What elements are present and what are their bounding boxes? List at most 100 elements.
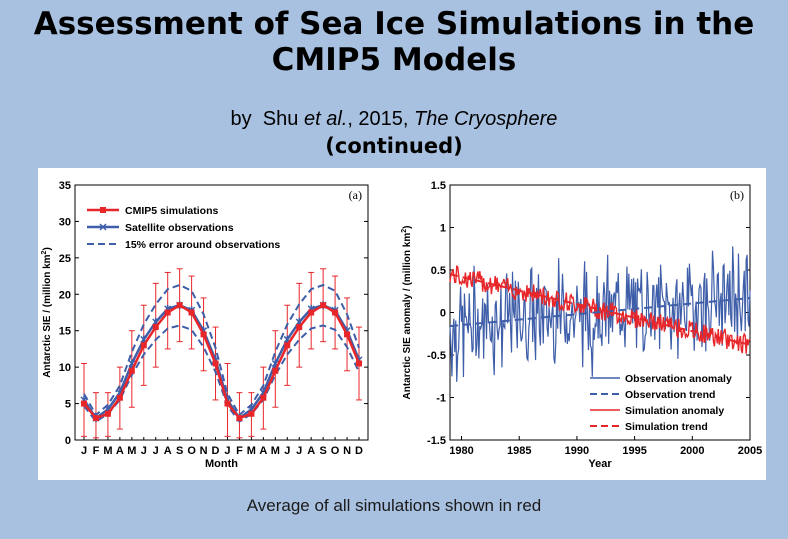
chart-a-sim-point (92, 415, 99, 422)
chart-a-obs-line (82, 303, 361, 420)
chart-b-panel-label: (b) (730, 188, 744, 202)
legend-b-label: Observation trend (625, 389, 715, 401)
chart-b-obs-trend-line (449, 297, 751, 328)
chart-a-xtick-label: A (307, 445, 315, 457)
chart-a-xtick-label: A (164, 445, 172, 457)
chart-a-sim-point (224, 400, 231, 407)
byline-prefix: by (230, 108, 252, 130)
chart-a-xtick-label: J (153, 445, 159, 457)
chart-a-xtick-label: O (331, 445, 340, 457)
chart-a-xtick-label: M (271, 445, 280, 457)
chart-a-xtick-label: A (259, 445, 267, 457)
chart-a-sim-point (236, 415, 243, 422)
chart-b-ytick-label: 0 (440, 308, 446, 320)
chart-a-ytick-label: 0 (65, 435, 71, 447)
continued-label: (continued) (325, 134, 463, 158)
chart-a-sim-point (320, 302, 327, 309)
chart-b-xlabel: Year (588, 458, 612, 470)
legend-a-label: CMIP5 simulations (125, 205, 219, 217)
figure-panel: 0 5 10 15 20 25 30 35 J F M A M J J A S O N D J F M A M J J A S O N D Mo… (38, 168, 766, 480)
chart-b-obs-anomaly-line (449, 246, 751, 382)
chart-a-xtick-label: O (187, 445, 196, 457)
chart-a-sim-point (260, 394, 267, 401)
chart-a-xtick-label: M (127, 445, 136, 457)
chart-a-sim-point (212, 360, 219, 367)
chart-a-ytick-label: 20 (59, 289, 71, 301)
byline-etal: et al. (303, 108, 348, 130)
chart-a-sim-point (188, 309, 195, 316)
chart-b-ytick-label: 0.5 (431, 265, 446, 277)
chart-a-xtick-label: J (224, 445, 230, 457)
chart-b-ytick-label: -0.5 (427, 350, 446, 362)
chart-a-xtick-label: M (103, 445, 112, 457)
chart-a-ytick-label: 10 (59, 362, 71, 374)
byline-year: , 2015, (347, 108, 415, 130)
chart-a-xtick-label: D (212, 445, 220, 457)
legend-a-label: 15% error around observations (125, 239, 280, 251)
chart-b-xtick-label: 1980 (449, 445, 473, 457)
chart-a-xtick-label: F (236, 445, 243, 457)
chart-b-xtick-label: 1995 (622, 445, 646, 457)
legend-b-label: Observation anomaly (625, 373, 732, 385)
chart-a-sim-point (284, 342, 291, 349)
chart-a-sim-point (81, 400, 87, 407)
byline-journal: The Cryosphere (414, 108, 558, 130)
chart-b-ytick-label: 1 (440, 223, 446, 235)
chart-a-xtick-label: M (247, 445, 256, 457)
chart-a-sim-point (116, 394, 123, 401)
chart-a-error-band-lower (83, 324, 360, 423)
chart-a-xtick-label: N (200, 445, 208, 457)
chart-a-xtick-label: J (284, 445, 290, 457)
chart-a-sim-point (248, 410, 255, 417)
chart-a-ylabel: Antarctic SIE / (million km2) (41, 247, 53, 378)
chart-a-sim-point (140, 342, 147, 349)
chart-a-sim-point (104, 410, 111, 417)
legend-a-sim-marker (100, 207, 106, 213)
chart-b-xtick-label: 2005 (738, 445, 762, 457)
chart-b-ytick-label: -1 (436, 393, 446, 405)
chart-a-ytick-label: 5 (65, 399, 71, 411)
chart-a-sim-point (200, 331, 207, 338)
legend-b-label: Simulation anomaly (625, 405, 724, 417)
chart-a-xlabel: Month (205, 458, 238, 470)
chart-a-xtick-label: N (343, 445, 351, 457)
legend-b-label: Simulation trend (625, 421, 708, 433)
chart-a-xtick-label: F (93, 445, 100, 457)
chart-a-frame (74, 184, 369, 441)
chart-b-ylabel: Antarctic SIE anomaly / (million km2) (401, 226, 413, 400)
chart-a-ytick-label: 35 (59, 180, 71, 192)
byline-author: Shu (262, 108, 299, 130)
chart-a-xtick-label: D (355, 445, 363, 457)
chart-b-ytick-label: -1.5 (427, 435, 446, 447)
chart-a-panel-label: (a) (349, 188, 362, 202)
chart-b-xtick-label: 1985 (507, 445, 531, 457)
chart-a-sim-point (332, 309, 339, 316)
page-title: Assessment of Sea Ice Simulations in the… (0, 6, 788, 78)
chart-a-sim-point (356, 360, 362, 367)
chart-b-xtick-label: 1990 (565, 445, 589, 457)
chart-a-ytick-label: 15 (59, 326, 71, 338)
chart-a-xtick-label: J (296, 445, 302, 457)
chart-a-sim-point (164, 309, 171, 316)
chart-a-xtick-label: S (319, 445, 326, 457)
chart-a-sim-point (344, 331, 351, 338)
chart-b-xtick-label: 2000 (680, 445, 704, 457)
chart-b-sim-anomaly-line (449, 265, 751, 354)
byline: by Shu et al., 2015, The Cryosphere (0, 108, 788, 131)
chart-b-ytick-label: 1.5 (431, 180, 446, 192)
chart-a-sim-point (128, 367, 135, 374)
legend-a-label: Satellite observations (125, 222, 234, 234)
chart-a-sim-point (296, 324, 303, 331)
title-line-1: Assessment of Sea Ice Simulations in the (33, 6, 755, 42)
chart-a-ytick-label: 25 (59, 253, 71, 265)
chart-a-sim-point (176, 302, 183, 309)
chart-a-error-band-upper (83, 283, 360, 417)
title-line-2: CMIP5 Models (271, 42, 517, 78)
chart-a-ytick-label: 30 (59, 216, 71, 228)
chart-a-xtick-label: J (141, 445, 147, 457)
legend-a-obs-marker (99, 223, 107, 231)
chart-a-xtick-label: J (81, 445, 87, 457)
chart-a-sim-point (308, 309, 315, 316)
chart-a-sim-point (272, 367, 279, 374)
